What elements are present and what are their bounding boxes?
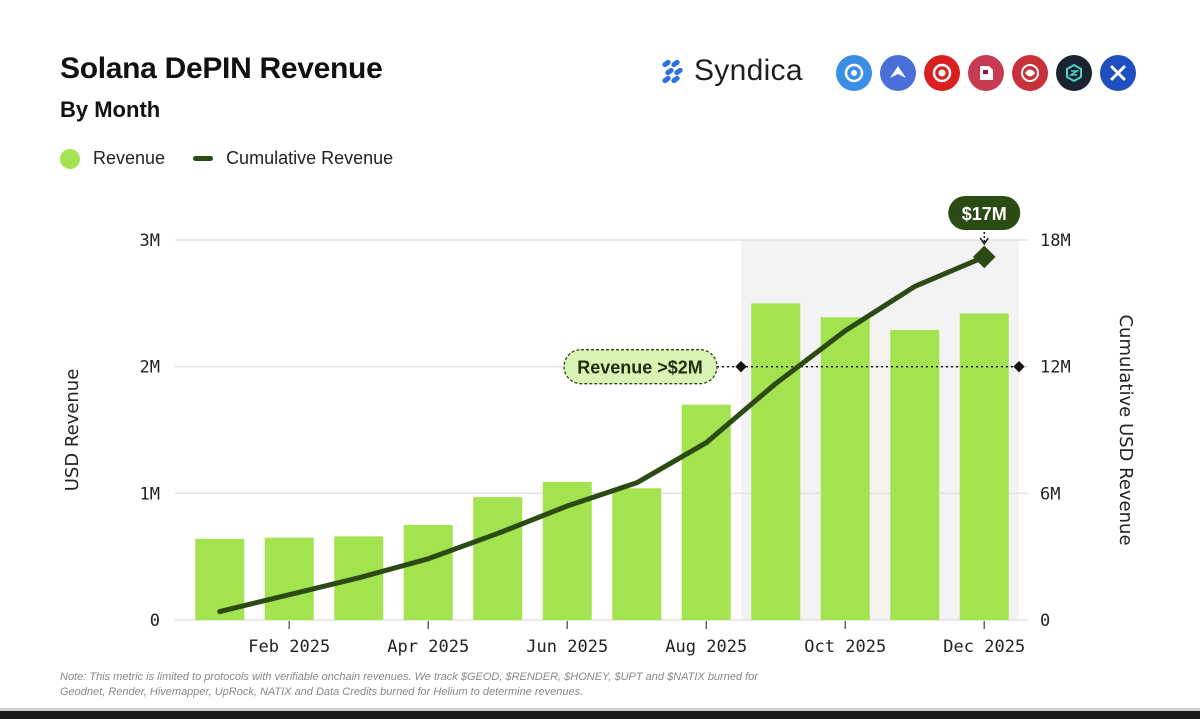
legend: Revenue Cumulative Revenue	[60, 148, 393, 169]
footnote: Note: This metric is limited to protocol…	[60, 671, 758, 698]
bar-oct-2025	[820, 317, 870, 620]
x-tick-label: Jun 2025	[526, 637, 608, 657]
bar-feb-2025	[264, 537, 314, 620]
natix-logo-icon	[1012, 55, 1048, 91]
y-left-tick-label: 1M	[140, 484, 160, 504]
end-label: $17M	[962, 204, 1007, 224]
x-logo-icon	[1100, 55, 1136, 91]
legend-revenue-label: Revenue	[93, 148, 166, 168]
bar-aug-2025	[681, 404, 731, 620]
brand-name: Syndica	[694, 54, 803, 87]
y-left-axis-title: USD Revenue	[62, 369, 83, 492]
bar-apr-2025	[403, 525, 453, 620]
y-right-tick-label: 6M	[1040, 484, 1060, 504]
threshold-marker-right	[1013, 361, 1025, 373]
bar-dec-2025	[959, 313, 1009, 620]
bottom-bar-edge	[0, 708, 1200, 711]
end-label-bg	[948, 196, 1021, 230]
y-left-tick-label: 0	[150, 611, 160, 631]
legend-cumulative-label: Cumulative Revenue	[226, 148, 394, 168]
x-tick-label: Aug 2025	[665, 637, 747, 657]
page-subtitle: By Month	[60, 97, 161, 122]
hivemapper-logo-icon	[880, 55, 916, 91]
y-right-tick-label: 12M	[1040, 358, 1071, 378]
brand: Syndica	[660, 54, 803, 88]
y-right-tick-label: 18M	[1040, 231, 1071, 251]
x-tick-label: Feb 2025	[248, 637, 330, 657]
x-tick-label: Oct 2025	[804, 637, 886, 657]
legend-revenue-swatch	[60, 148, 80, 169]
render-logo-icon	[968, 55, 1004, 91]
threshold-marker-left	[735, 361, 747, 373]
helium-logo-icon	[836, 55, 872, 91]
uprock-logo-icon	[1056, 55, 1092, 91]
y-left-tick-label: 2M	[140, 358, 160, 378]
threshold-label: Revenue >$2M	[577, 358, 703, 378]
syndica-logo-icon	[662, 59, 683, 84]
x-tick-label: Apr 2025	[387, 637, 469, 657]
partner-logos	[836, 55, 1144, 91]
y-right-axis-title: Cumulative USD Revenue	[1115, 314, 1136, 545]
page-title: Solana DePIN Revenue	[60, 52, 383, 85]
y-right-tick-label: 0	[1040, 611, 1050, 631]
x-tick-label: Dec 2025	[943, 637, 1025, 657]
bottom-bar	[0, 708, 1200, 719]
threshold-label-bg	[563, 349, 718, 385]
bar-nov-2025	[890, 329, 940, 620]
end-label-arrow	[979, 237, 989, 246]
geodnet-logo-icon	[924, 55, 960, 91]
y-left-tick-label: 3M	[140, 231, 160, 251]
bar-sep-2025	[751, 303, 801, 620]
bar-may-2025	[473, 497, 523, 620]
legend-cumulative-swatch	[193, 156, 214, 161]
cumulative-revenue-line	[217, 254, 987, 615]
bar-jul-2025	[612, 488, 662, 620]
